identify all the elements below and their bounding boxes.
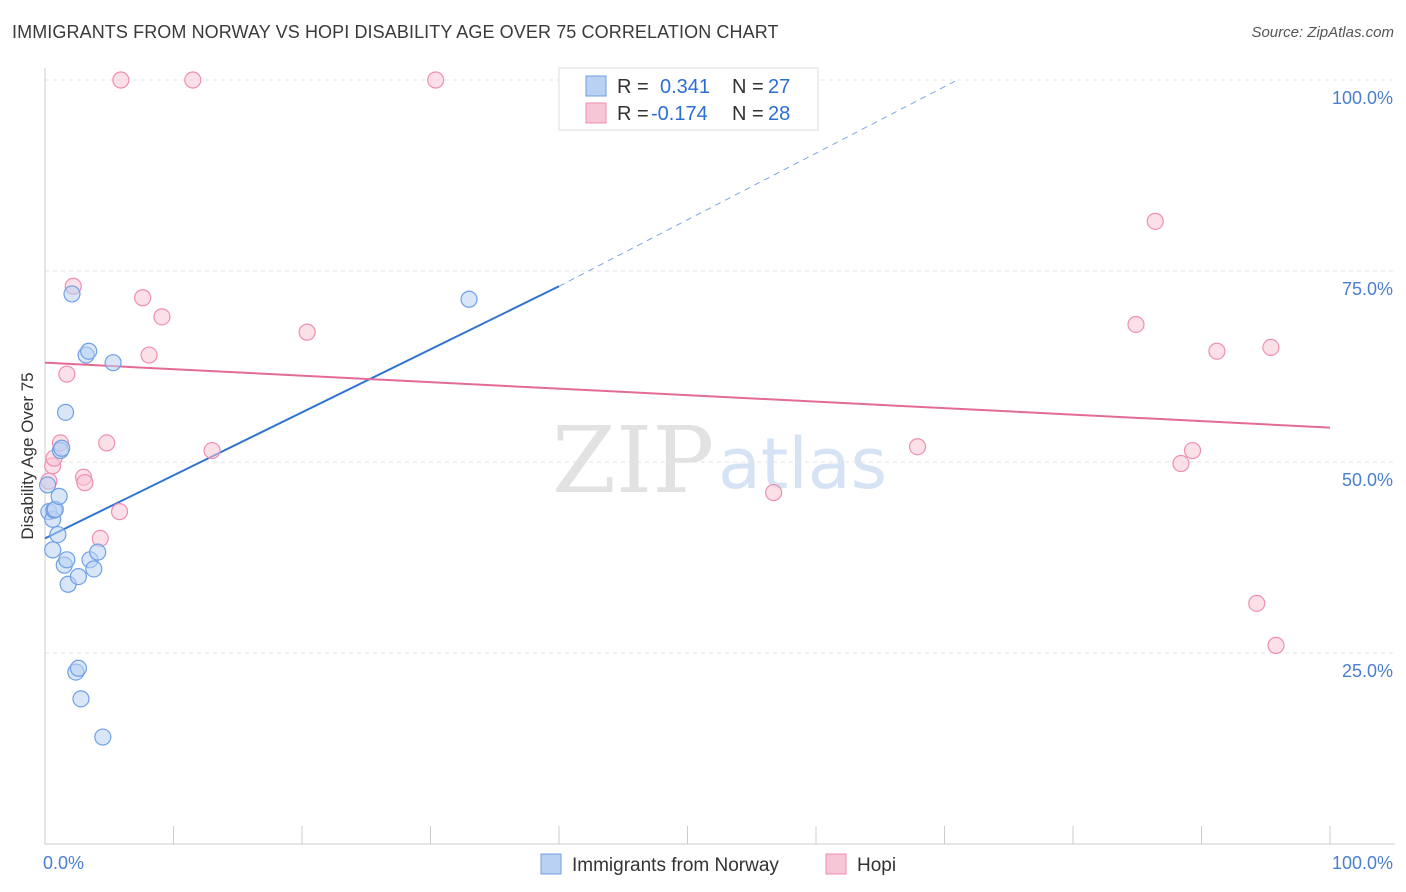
legend-n-label-hopi: N = bbox=[732, 103, 764, 125]
point-norway bbox=[53, 439, 71, 457]
point-hopi bbox=[1183, 441, 1202, 460]
legend-n-value-norway: 27 bbox=[768, 76, 790, 98]
point-hopi bbox=[1172, 454, 1190, 473]
point-norway bbox=[69, 567, 88, 586]
point-norway bbox=[44, 541, 62, 559]
watermark-atlas: atlas bbox=[718, 423, 887, 505]
point-norway bbox=[58, 551, 76, 569]
point-hopi bbox=[134, 289, 152, 307]
point-hopi bbox=[58, 365, 76, 383]
x-tick-label: 100.0% bbox=[1332, 853, 1393, 873]
watermark-zip: ZIP bbox=[552, 407, 714, 514]
legend-swatch-norway bbox=[585, 75, 607, 97]
legend-n-value-hopi: 28 bbox=[768, 103, 790, 125]
point-hopi bbox=[1146, 212, 1164, 230]
legend-n-label-norway: N = bbox=[732, 76, 764, 98]
y-tick-label: 25.0% bbox=[1342, 661, 1393, 681]
point-hopi bbox=[98, 434, 116, 452]
correlation-legend: R = 0.341 N = 27 R = -0.174 N = 28 bbox=[558, 67, 819, 131]
point-norway bbox=[104, 354, 122, 372]
axes bbox=[44, 68, 1395, 845]
point-norway bbox=[49, 525, 67, 544]
y-tick-label: 100.0% bbox=[1332, 88, 1393, 108]
y-tick-label: 50.0% bbox=[1342, 470, 1393, 490]
legend-r-label-hopi: R = bbox=[617, 103, 649, 125]
point-hopi bbox=[203, 441, 221, 460]
point-hopi bbox=[1127, 315, 1145, 334]
trend-lines bbox=[44, 79, 1331, 540]
trend-line-norway-extension bbox=[558, 79, 958, 287]
point-hopi bbox=[1248, 594, 1266, 612]
gridlines bbox=[45, 79, 1395, 654]
point-hopi bbox=[110, 503, 129, 521]
point-norway bbox=[80, 342, 98, 360]
point-hopi bbox=[298, 323, 316, 341]
point-norway bbox=[38, 476, 57, 494]
series-swatch-norway bbox=[540, 853, 562, 875]
point-hopi bbox=[153, 308, 171, 326]
point-hopi bbox=[140, 346, 158, 364]
tick-labels: 25.0% 50.0% 75.0% 100.0% 0.0% 100.0% bbox=[43, 88, 1393, 873]
series-swatch-hopi bbox=[825, 853, 847, 875]
watermark: ZIP atlas bbox=[552, 407, 887, 514]
point-hopi bbox=[76, 474, 94, 492]
data-points bbox=[38, 71, 1285, 746]
point-norway bbox=[85, 560, 103, 578]
point-hopi bbox=[1267, 636, 1285, 654]
point-norway bbox=[94, 728, 112, 746]
series-legend: Immigrants from Norway Hopi bbox=[540, 853, 896, 876]
point-hopi bbox=[1208, 342, 1226, 360]
trend-line-norway bbox=[44, 285, 560, 540]
x-tick-label: 0.0% bbox=[43, 853, 84, 873]
point-hopi bbox=[764, 483, 783, 502]
point-norway bbox=[50, 487, 68, 505]
point-hopi bbox=[112, 71, 130, 89]
point-norway bbox=[89, 543, 107, 561]
point-norway bbox=[460, 290, 478, 308]
y-tick-label: 75.0% bbox=[1342, 279, 1393, 299]
point-hopi bbox=[184, 71, 202, 89]
point-norway bbox=[69, 659, 88, 677]
point-hopi bbox=[1262, 338, 1280, 356]
chart-title: IMMIGRANTS FROM NORWAY VS HOPI DISABILIT… bbox=[12, 22, 779, 42]
point-hopi bbox=[427, 71, 445, 89]
trend-line-hopi bbox=[44, 361, 1331, 429]
source-credit: Source: ZipAtlas.com bbox=[1251, 24, 1394, 41]
legend-r-value-norway: 0.341 bbox=[660, 76, 710, 98]
point-hopi bbox=[908, 438, 927, 456]
point-norway bbox=[56, 403, 75, 421]
y-axis-label: Disability Age Over 75 bbox=[18, 372, 37, 539]
series-label-norway: Immigrants from Norway bbox=[572, 855, 779, 876]
point-norway bbox=[72, 690, 90, 708]
point-norway bbox=[63, 285, 81, 303]
legend-swatch-hopi bbox=[585, 102, 607, 124]
legend-r-value-hopi: -0.174 bbox=[651, 103, 708, 125]
legend-r-label-norway: R = bbox=[617, 76, 649, 98]
series-label-hopi: Hopi bbox=[857, 855, 896, 876]
